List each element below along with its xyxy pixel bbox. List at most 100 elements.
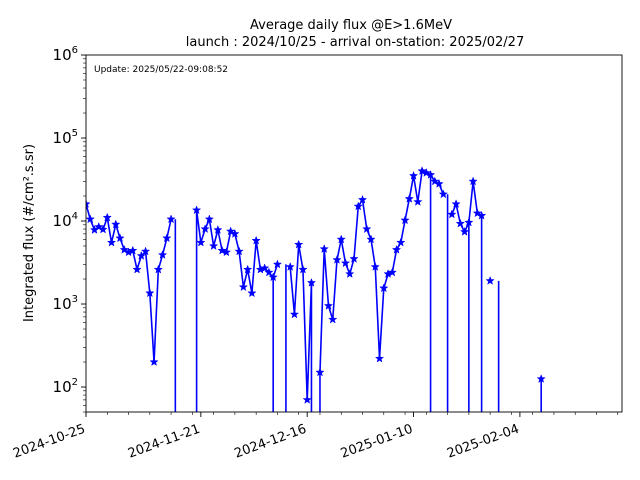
data-point-marker: [145, 288, 155, 298]
data-point-marker: [111, 219, 121, 229]
data-point-marker: [251, 235, 261, 245]
data-point-marker: [136, 250, 146, 260]
data-point-marker: [472, 208, 483, 218]
data-point-marker: [208, 241, 219, 250]
data-point-marker: [213, 225, 223, 234]
data-point-marker: [94, 221, 104, 231]
data-point-marker: [285, 261, 295, 271]
y-tick-exponent: 2: [72, 377, 78, 388]
y-tick-label: 104: [53, 211, 78, 230]
data-point-marker: [374, 353, 385, 363]
data-point-marker: [353, 201, 363, 211]
data-point-marker: [217, 245, 227, 255]
data-point-marker: [413, 196, 423, 206]
data-point-marker: [272, 259, 283, 269]
data-point-marker: [417, 166, 427, 176]
y-tick-base: 10: [53, 378, 72, 396]
data-point-marker: [140, 246, 151, 256]
data-point-marker: [362, 224, 372, 234]
y-tick-label: 102: [53, 377, 78, 396]
chart-subtitle: launch : 2024/10/25 - arrival on-station…: [186, 35, 524, 50]
data-point-marker: [204, 214, 215, 224]
data-point-marker: [306, 277, 317, 287]
y-tick-label: 106: [53, 45, 78, 64]
data-point-marker: [86, 199, 91, 209]
data-point-marker: [408, 170, 419, 180]
data-point-marker: [166, 214, 176, 224]
data-point-marker: [366, 234, 376, 244]
data-point-marker: [98, 224, 108, 234]
data-point-marker: [221, 247, 232, 257]
data-point-marker: [119, 244, 129, 254]
data-point-marker: [387, 267, 397, 277]
data-point-marker: [370, 261, 380, 271]
y-tick-label: 105: [53, 128, 78, 147]
data-point-marker: [336, 234, 346, 244]
data-point-marker: [379, 283, 389, 293]
data-point-marker: [225, 226, 236, 236]
x-tick-label: 2024-10-25: [11, 422, 87, 462]
data-point-marker: [259, 263, 270, 273]
plot-frame: [85, 54, 623, 413]
data-point-marker: [340, 258, 351, 268]
data-point-marker: [264, 267, 274, 277]
data-point-marker: [153, 264, 163, 274]
y-tick-base: 10: [53, 129, 72, 147]
data-point-marker: [400, 215, 410, 225]
y-axis-label: Integrated flux (#/cm².s.sr): [22, 144, 37, 322]
series-line-segment: [319, 170, 445, 373]
data-point-marker: [536, 374, 546, 383]
data-point-marker: [115, 233, 125, 243]
data-point-marker: [302, 394, 312, 404]
data-point-marker: [451, 199, 461, 209]
data-point-marker: [242, 264, 253, 274]
data-point-marker: [162, 233, 172, 243]
data-point-marker: [345, 269, 355, 278]
data-point-marker: [468, 176, 478, 186]
data-point-marker: [102, 212, 112, 222]
data-point-marker: [230, 228, 240, 238]
chart-title: Average daily flux @E>1.6MeV: [250, 18, 452, 33]
data-point-marker: [332, 254, 342, 264]
data-point-marker: [438, 189, 449, 199]
y-tick-exponent: 5: [72, 128, 78, 139]
data-point-marker: [328, 314, 338, 324]
data-point-marker: [396, 237, 406, 247]
update-annotation: Update: 2025/05/22-09:08:52: [94, 65, 228, 75]
data-point-marker: [425, 169, 436, 179]
data-point-marker: [128, 245, 138, 255]
data-point-marker: [247, 288, 257, 298]
data-point-marker: [294, 239, 304, 249]
data-point-marker: [323, 300, 334, 310]
series-line-segment: [289, 243, 313, 401]
y-tick-base: 10: [53, 212, 72, 230]
data-point-marker: [404, 193, 414, 203]
data-point-marker: [106, 237, 117, 247]
data-point-marker: [434, 178, 444, 188]
x-tick-label: 2025-01-10: [339, 422, 415, 462]
series-line-segment: [451, 180, 483, 233]
data-point-marker: [430, 176, 440, 186]
data-point-marker: [132, 264, 142, 274]
plot-layer: [86, 166, 546, 412]
y-tick-exponent: 3: [72, 294, 78, 305]
data-point-marker: [421, 167, 431, 177]
y-tick-base: 10: [53, 295, 72, 313]
data-point-marker: [315, 367, 325, 377]
data-point-marker: [319, 244, 329, 253]
data-point-marker: [191, 205, 202, 215]
data-point-marker: [289, 309, 300, 319]
data-point-marker: [268, 272, 278, 282]
data-point-marker: [476, 210, 487, 220]
data-point-marker: [485, 275, 495, 285]
data-point-marker: [349, 253, 359, 263]
data-point-marker: [200, 224, 210, 234]
y-tick-exponent: 6: [72, 45, 78, 56]
data-point-marker: [234, 246, 244, 256]
y-tick-exponent: 4: [72, 211, 78, 222]
y-tick-base: 10: [53, 46, 72, 64]
x-tick-label: 2025-02-04: [445, 422, 521, 462]
data-point-marker: [298, 264, 308, 274]
data-point-marker: [86, 214, 95, 224]
